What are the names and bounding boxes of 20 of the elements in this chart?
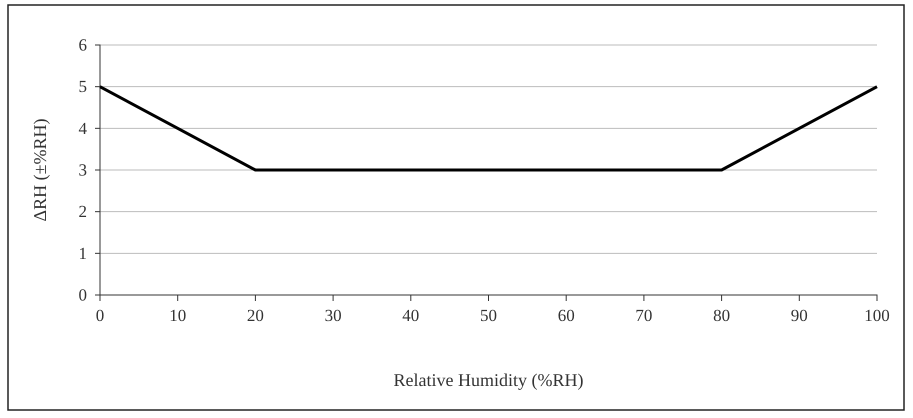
x-tick-label: 50 — [480, 306, 497, 326]
y-tick-label: 1 — [78, 244, 87, 263]
x-tick-label: 70 — [635, 306, 652, 326]
x-axis-title: Relative Humidity (%RH) — [394, 370, 584, 390]
x-tick-label: 60 — [558, 306, 575, 326]
y-tick-label: 3 — [78, 160, 87, 180]
y-tick-label: 6 — [78, 35, 87, 54]
y-tick-label: 4 — [78, 118, 88, 138]
x-tick-label: 90 — [790, 306, 808, 326]
y-tick-label: 5 — [78, 77, 87, 96]
x-tick-label: 40 — [402, 306, 420, 326]
x-tick-label: 0 — [96, 306, 104, 326]
x-tick-label: 100 — [864, 306, 890, 326]
x-tick-label: 10 — [169, 306, 186, 326]
x-tick-label: 20 — [246, 306, 264, 326]
y-tick-label: 2 — [78, 202, 87, 222]
y-tick-label: 0 — [78, 285, 87, 304]
x-tick-label: 30 — [324, 306, 342, 326]
x-tick-label: 80 — [713, 306, 730, 326]
y-axis-title: ΔRH (±%RH) — [30, 118, 50, 222]
